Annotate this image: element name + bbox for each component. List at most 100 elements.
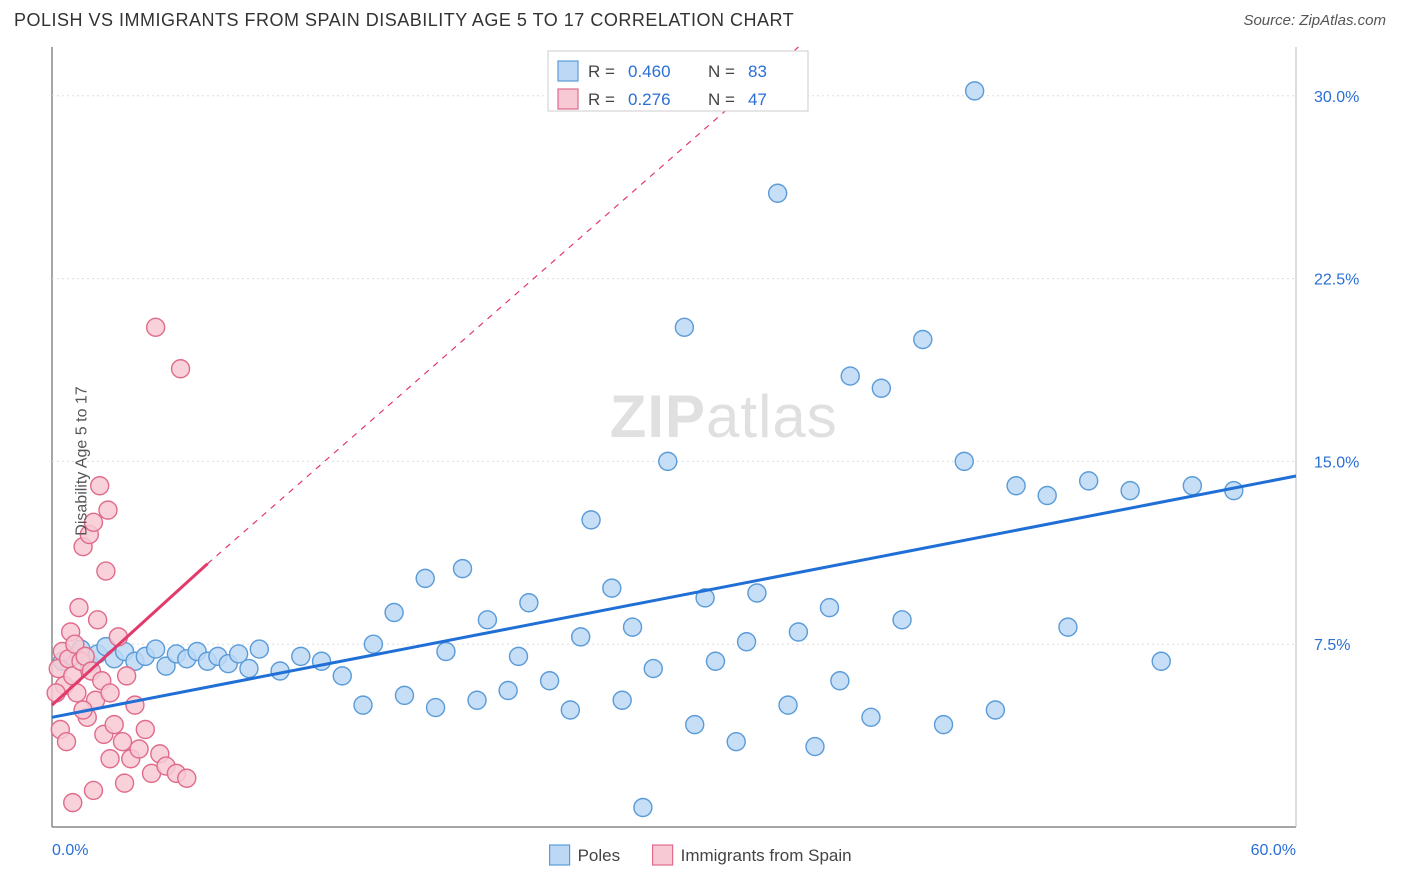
data-point [1080,472,1098,490]
data-point [1059,618,1077,636]
source-attribution: Source: ZipAtlas.com [1243,12,1386,29]
data-point [769,184,787,202]
data-point [634,799,652,817]
scatter-chart: 7.5% 15.0% 22.5% 30.0% 0.0% 60.0% ZIPatlas R = 0… [0,37,1406,885]
header-bar: POLISH VS IMMIGRANTS FROM SPAIN DISABILI… [0,0,1406,37]
data-point [862,708,880,726]
data-point [966,82,984,100]
data-point [427,699,445,717]
data-point [89,611,107,629]
data-point [520,594,538,612]
trend-line-extension [208,47,799,564]
data-point [510,647,528,665]
data-point [147,640,165,658]
data-point [893,611,911,629]
bottom-legend-swatch [653,845,673,865]
data-point [686,716,704,734]
x-tick-label: 0.0% [52,842,88,859]
page-title: POLISH VS IMMIGRANTS FROM SPAIN DISABILI… [14,10,794,31]
data-point [738,633,756,651]
data-point [986,701,1004,719]
legend-n-label: N = [708,90,735,109]
data-point [97,562,115,580]
data-point [935,716,953,734]
trend-line [52,476,1296,717]
legend-swatch [558,61,578,81]
data-point [354,696,372,714]
bottom-legend-label: Poles [578,846,621,865]
data-point [1038,487,1056,505]
data-point [675,318,693,336]
legend-r-label: R = [588,62,615,81]
data-point [1152,652,1170,670]
data-point [292,647,310,665]
data-point [136,721,154,739]
data-point [872,379,890,397]
data-point [561,701,579,719]
data-point [147,318,165,336]
data-point [91,477,109,495]
legend-r-value: 0.276 [628,90,671,109]
data-point [47,684,65,702]
data-point [64,794,82,812]
data-point [58,733,76,751]
data-point [454,560,472,578]
y-tick-label: 22.5% [1314,272,1359,289]
data-point [603,579,621,597]
data-point [572,628,590,646]
data-point [1183,477,1201,495]
data-point [101,750,119,768]
data-point [130,740,148,758]
data-point [105,716,123,734]
data-point [113,733,131,751]
data-point [1007,477,1025,495]
data-point [831,672,849,690]
data-point [624,618,642,636]
data-point [706,652,724,670]
data-point [727,733,745,751]
legend-n-value: 83 [748,62,767,81]
data-point [395,686,413,704]
data-point [841,367,859,385]
data-point [364,635,382,653]
data-point [821,599,839,617]
data-point [416,569,434,587]
chart-container: Disability Age 5 to 17 7.5%15.0%22.5%30.… [0,37,1406,885]
data-point [659,452,677,470]
data-point [99,501,117,519]
data-point [437,643,455,661]
data-point [613,691,631,709]
data-point [240,660,258,678]
data-point [101,684,119,702]
data-point [118,667,136,685]
data-point [644,660,662,678]
data-point [1121,482,1139,500]
data-point [84,781,102,799]
x-tick-label: 60.0% [1251,842,1296,859]
bottom-legend-swatch [550,845,570,865]
data-point [789,623,807,641]
legend-r-value: 0.460 [628,62,671,81]
legend-n-value: 47 [748,90,767,109]
data-point [499,682,517,700]
data-point [779,696,797,714]
watermark: ZIPatlas [610,383,838,450]
y-tick-label: 15.0% [1314,454,1359,471]
data-point [250,640,268,658]
legend-n-label: N = [708,62,735,81]
y-tick-label: 7.5% [1314,637,1350,654]
data-point [116,774,134,792]
data-point [70,599,88,617]
data-point [178,769,196,787]
data-point [468,691,486,709]
data-point [172,360,190,378]
y-tick-label: 30.0% [1314,89,1359,106]
data-point [333,667,351,685]
data-point [955,452,973,470]
legend-r-label: R = [588,90,615,109]
stats-legend-box [548,51,808,111]
data-point [478,611,496,629]
data-point [541,672,559,690]
data-point [806,738,824,756]
data-point [748,584,766,602]
